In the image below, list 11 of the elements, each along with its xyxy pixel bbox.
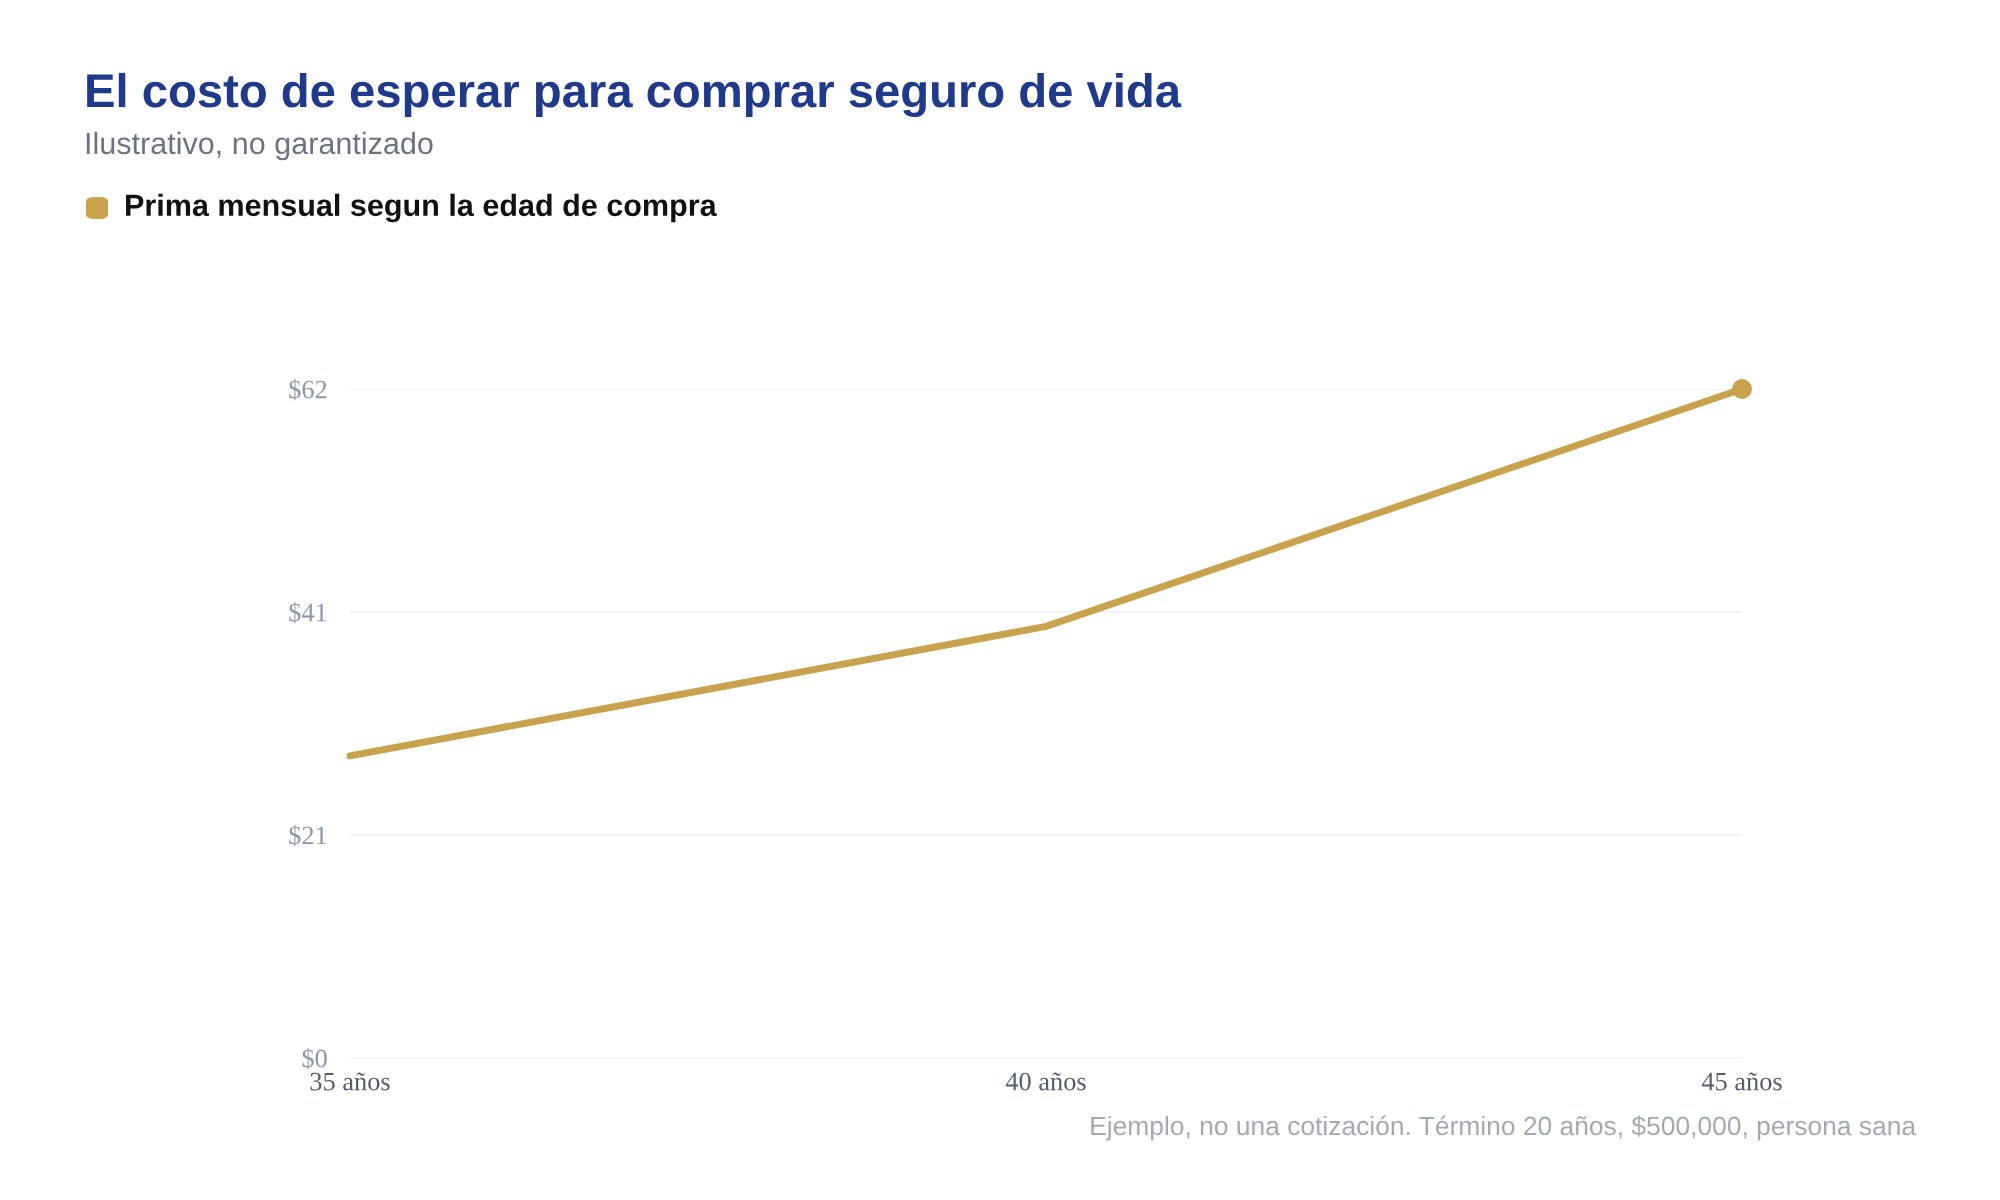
x-tick-label: 35 años: [310, 1072, 390, 1091]
x-tick-label: 45 años: [1701, 1072, 1782, 1091]
y-tick-label: $62: [289, 379, 327, 401]
x-tick-label: 40 años: [1005, 1072, 1086, 1091]
legend-label: Prima mensual segun la edad de compra: [126, 193, 717, 223]
y-tick-label: $0: [302, 1048, 327, 1070]
y-tick-label: $21: [289, 825, 327, 847]
chart-subtitle: Ilustrativo, no garantizado: [86, 131, 433, 161]
y-tick-label: $41: [289, 602, 327, 624]
chart-title: El costo de esperar para comprar seguro de vida: [87, 72, 1182, 118]
text: Ejemplo, no una cotización. Término 20 años, $500,000, persona sana: [1091, 1115, 1917, 1141]
